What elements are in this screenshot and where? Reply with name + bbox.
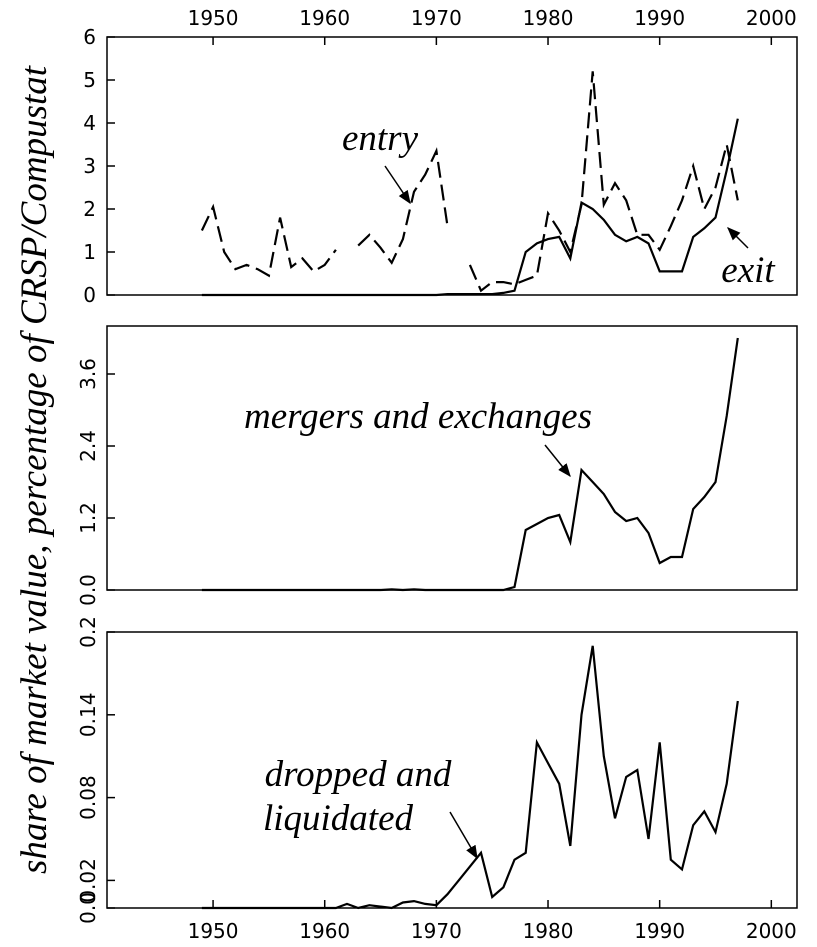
annotation: dropped and xyxy=(265,754,452,795)
y-tick-label: 0.0 xyxy=(76,892,100,924)
x-tick-label: 1950 xyxy=(188,6,239,30)
y-tick-label: 0.2 xyxy=(76,616,100,648)
x-tick-label: 1960 xyxy=(299,919,350,943)
series-line xyxy=(200,71,739,293)
y-tick-label: 0.02 xyxy=(76,858,100,903)
series-line xyxy=(201,118,739,297)
y-tick-label: 0.0 xyxy=(76,574,100,606)
y-axis-label: share of market value, percentage of CRS… xyxy=(14,64,55,874)
annotation: liquidated xyxy=(263,798,414,839)
x-tick-label: 1990 xyxy=(634,6,685,30)
y-tick-label: 0.08 xyxy=(76,775,100,820)
annotation: exit xyxy=(721,250,776,291)
y-tick-label: 0.14 xyxy=(76,693,100,738)
annotation: entry xyxy=(342,118,419,159)
x-tick-label: 2000 xyxy=(746,919,797,943)
y-tick-label: 3.6 xyxy=(76,358,100,390)
x-tick-label: 1970 xyxy=(411,919,462,943)
y-tick-label: 3 xyxy=(83,154,96,178)
series-line xyxy=(201,337,739,592)
y-tick-label: 1.2 xyxy=(76,502,100,534)
x-tick-label: 1960 xyxy=(299,6,350,30)
annotation: mergers and exchanges xyxy=(244,396,592,437)
y-tick-label: 2 xyxy=(83,197,96,221)
plot-frame xyxy=(106,325,798,591)
y-tick-label: 1 xyxy=(83,240,96,264)
arrows xyxy=(384,165,749,860)
y-tick-label: 0 xyxy=(83,283,96,307)
y-tick-label: 2.4 xyxy=(76,430,100,462)
x-tick-label: 1950 xyxy=(188,919,239,943)
x-tick-label: 1990 xyxy=(634,919,685,943)
series-line xyxy=(201,645,739,910)
plot-frame xyxy=(106,631,798,909)
y-tick-label: 6 xyxy=(83,25,96,49)
x-tick-label: 2000 xyxy=(746,6,797,30)
x-tick-label: 1980 xyxy=(523,6,574,30)
y-tick-label: 5 xyxy=(83,68,96,92)
y-tick-label: 4 xyxy=(83,111,96,135)
x-tick-label: 1970 xyxy=(411,6,462,30)
x-tick-label: 1980 xyxy=(523,919,574,943)
